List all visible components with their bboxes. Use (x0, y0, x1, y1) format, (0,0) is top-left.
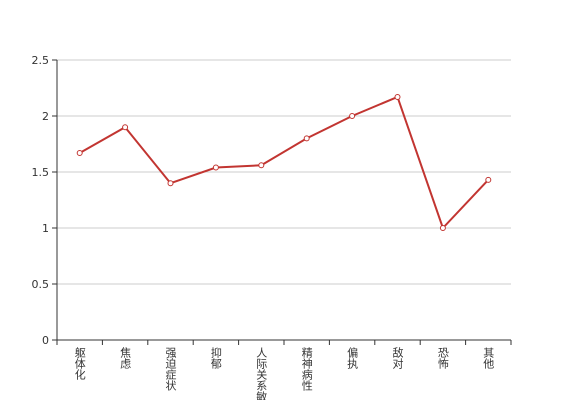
y-tick-label: 2.5 (32, 54, 50, 67)
y-tick-label: 0 (42, 334, 49, 347)
point (167, 180, 174, 187)
y-tick-label: 1 (42, 222, 49, 235)
y-tick-label: 2 (42, 110, 49, 123)
point (303, 135, 310, 142)
point (349, 113, 356, 119)
x-tick-label: 人际关系敏感 (255, 347, 268, 400)
point (258, 162, 265, 169)
point (76, 149, 83, 156)
line (79, 95, 490, 230)
x-tick-label: 精神病性 (300, 347, 313, 392)
x-tick-label: 强迫症状 (164, 347, 177, 391)
point (439, 225, 446, 231)
x-tick-label: 偏执 (346, 346, 359, 370)
point (394, 93, 401, 100)
y-tick-label: 0.5 (32, 278, 50, 291)
x-tick-label: 抑郁 (209, 346, 222, 369)
point (485, 176, 492, 183)
x-tick-label: 恐怖 (436, 347, 449, 369)
y-tick-label: 1.5 (32, 166, 50, 179)
point (212, 164, 219, 171)
x-tick-label: 敌对 (391, 346, 404, 369)
x-tick-label: 焦虑 (119, 347, 132, 369)
x-tick-label: 躯体化 (73, 347, 86, 381)
x-tick-label: 其他 (482, 347, 495, 369)
point (122, 124, 129, 131)
